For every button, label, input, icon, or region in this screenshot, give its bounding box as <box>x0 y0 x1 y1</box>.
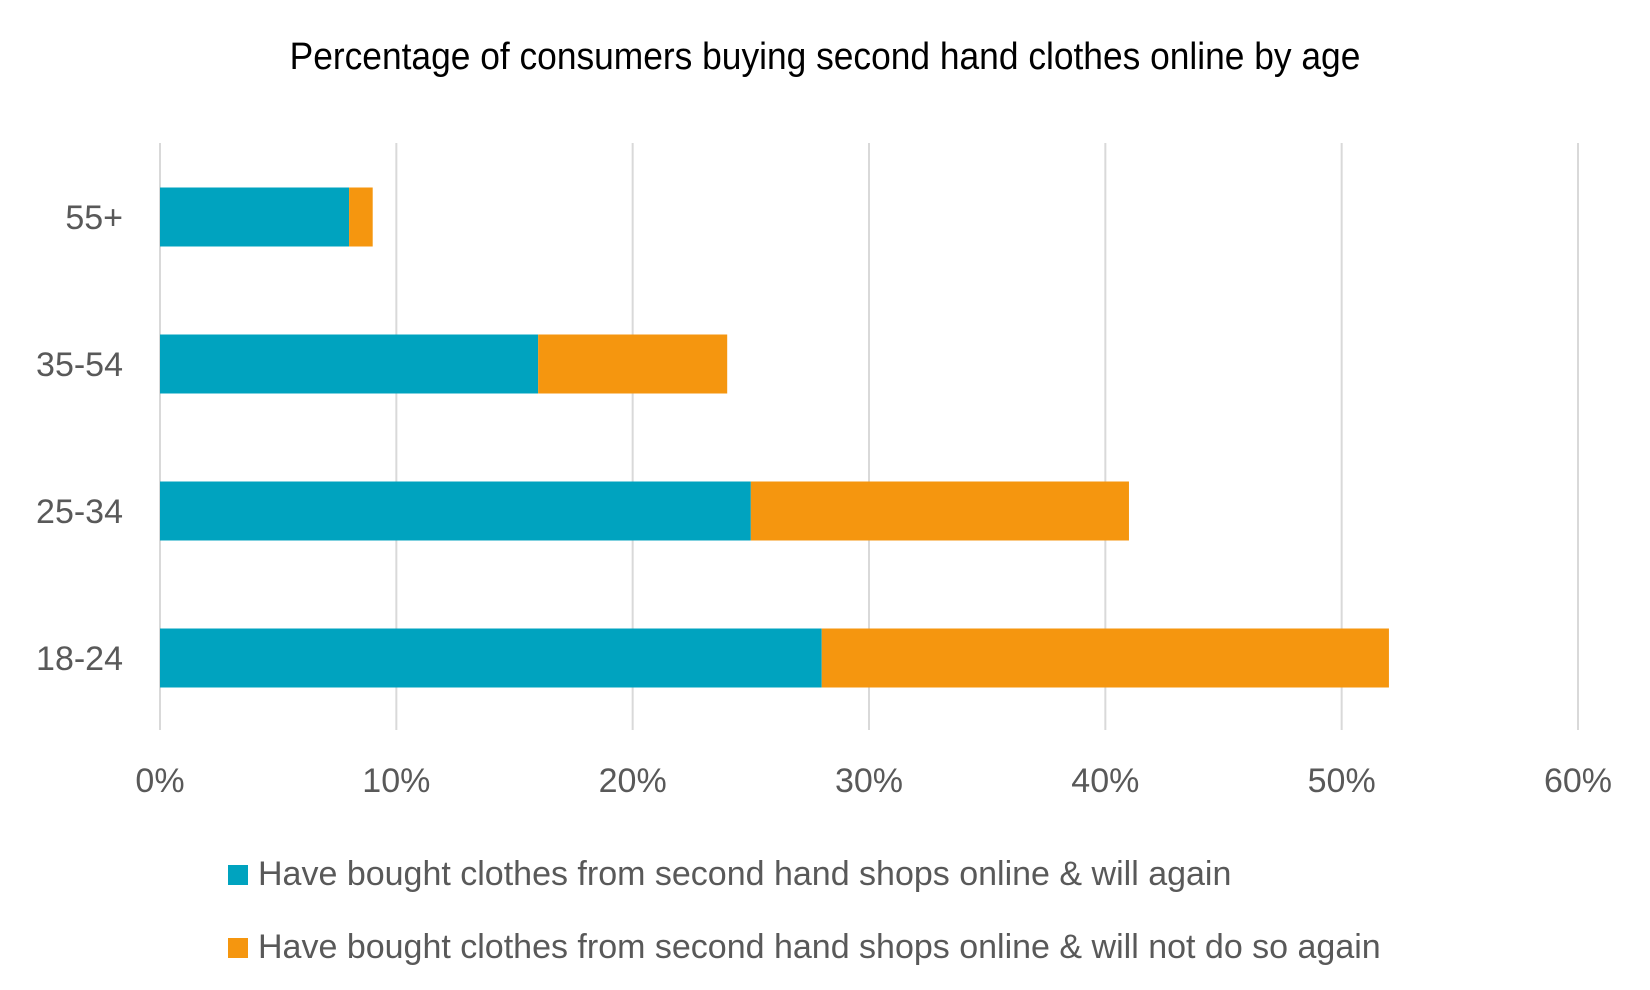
x-tick-label: 50% <box>1308 762 1376 800</box>
bar-segment <box>821 628 1389 688</box>
bar-segment <box>160 334 539 394</box>
bar-segment <box>160 628 822 688</box>
y-tick-label: 18-24 <box>36 640 123 678</box>
x-tick-label: 10% <box>362 762 430 800</box>
x-tick-label: 0% <box>135 762 184 800</box>
legend-swatch <box>228 864 248 885</box>
x-tick-label: 20% <box>599 762 667 800</box>
bar-segment <box>349 187 373 247</box>
x-tick-label: 30% <box>835 762 903 800</box>
chart-legend: Have bought clothes from second hand sho… <box>228 838 1381 984</box>
x-tick-label: 40% <box>1071 762 1139 800</box>
bar-segment <box>160 481 751 541</box>
legend-swatch <box>228 937 248 958</box>
x-tick-label: 60% <box>1544 762 1612 800</box>
bar-segment <box>538 334 728 394</box>
chart-title: Percentage of consumers buying second ha… <box>289 36 1361 78</box>
legend-item: Have bought clothes from second hand sho… <box>228 911 1381 984</box>
bar-segment <box>750 481 1129 541</box>
legend-label: Have bought clothes from second hand sho… <box>258 855 1232 893</box>
y-tick-label: 55+ <box>65 199 123 237</box>
x-axis-labels: 0% 10% 20% 30% 40% 50% 60% <box>135 762 1612 800</box>
bars <box>160 187 1389 688</box>
bar-segment <box>160 187 350 247</box>
y-tick-label: 25-34 <box>36 493 123 531</box>
legend-item: Have bought clothes from second hand sho… <box>228 838 1381 911</box>
y-tick-label: 35-54 <box>36 346 123 384</box>
legend-label: Have bought clothes from second hand sho… <box>258 928 1381 966</box>
y-axis-labels: 55+ 35-54 25-34 18-24 <box>36 199 123 678</box>
